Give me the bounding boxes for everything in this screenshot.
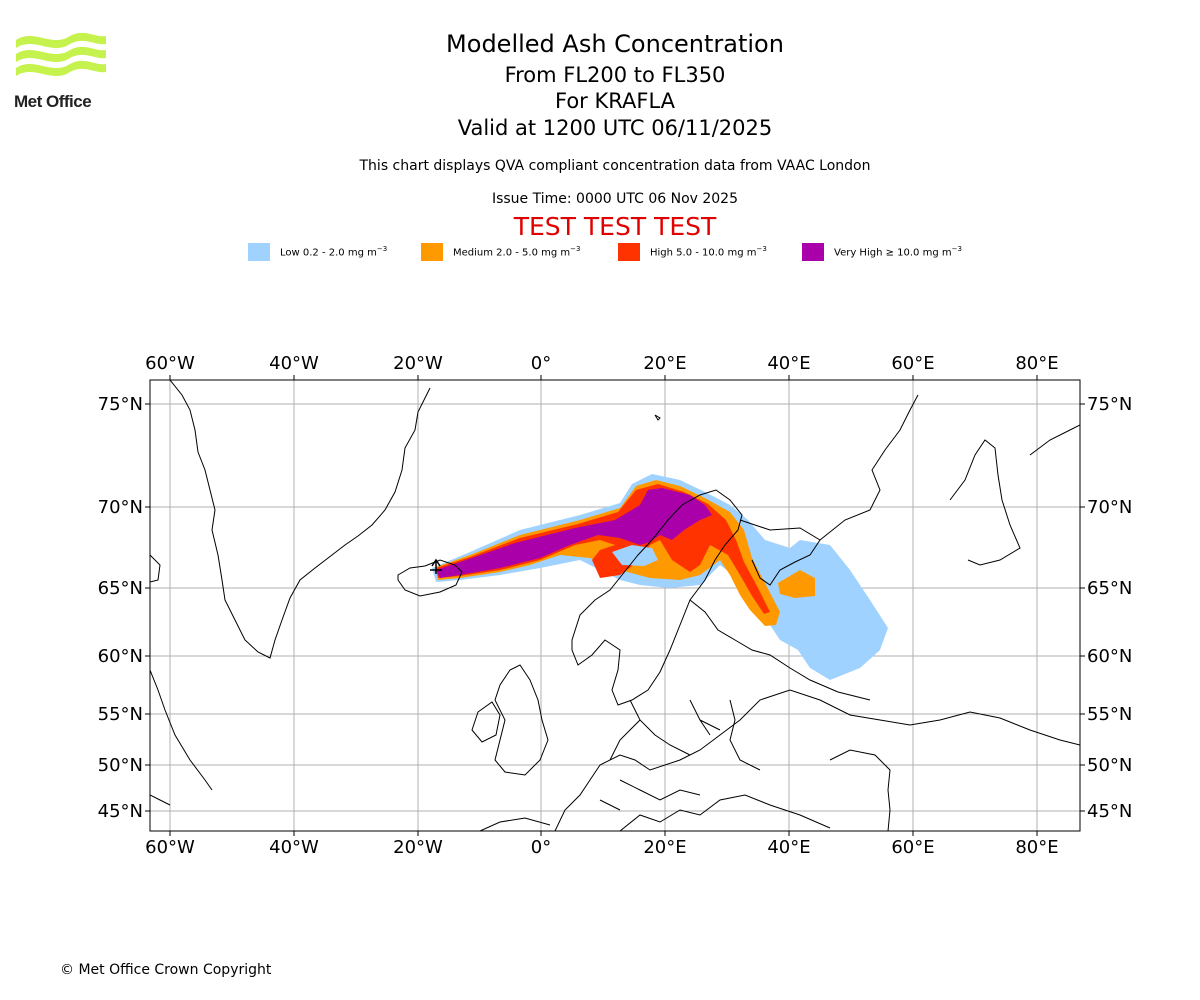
lat-label-left: 70°N — [98, 497, 143, 518]
ash-very-high-region — [436, 488, 712, 578]
lat-label-right: 55°N — [1087, 704, 1132, 725]
lat-label-left: 60°N — [98, 646, 143, 667]
legend-label-very-high: Very High ≥ 10.0 mg m−3 — [834, 245, 962, 259]
lat-label-right: 70°N — [1087, 497, 1132, 518]
lat-label-left: 55°N — [98, 704, 143, 725]
lat-label-right: 60°N — [1087, 646, 1132, 667]
lon-label-bottom: 60°E — [891, 837, 934, 858]
legend-item-low: Low 0.2 - 2.0 mg m−3 — [248, 243, 387, 261]
legend-swatch-very-high — [802, 243, 824, 261]
lon-label-bottom: 20°W — [393, 837, 443, 858]
lon-label-bottom: 20°E — [643, 837, 686, 858]
copyright-notice: © Met Office Crown Copyright — [60, 962, 272, 978]
chart-title: Modelled Ash Concentration — [446, 30, 784, 58]
legend-label-low: Low 0.2 - 2.0 mg m−3 — [280, 245, 388, 259]
lat-label-left: 75°N — [98, 394, 143, 415]
legend-swatch-high — [618, 243, 640, 261]
valid-time: Valid at 1200 UTC 06/11/2025 — [457, 116, 773, 140]
lat-label-right: 65°N — [1087, 578, 1132, 599]
compliance-note: This chart displays QVA compliant concen… — [359, 158, 871, 174]
lon-label-top: 40°E — [767, 353, 810, 374]
legend-swatch-medium — [421, 243, 443, 261]
logo-text: Met Office — [14, 92, 92, 111]
lat-label-left: 50°N — [98, 755, 143, 776]
lat-label-left: 65°N — [98, 578, 143, 599]
lon-label-top: 20°E — [643, 353, 686, 374]
flight-level-range: From FL200 to FL350 — [504, 63, 726, 87]
legend-item-high: High 5.0 - 10.0 mg m−3 — [618, 243, 767, 261]
lon-label-top: 60°E — [891, 353, 934, 374]
issue-time: Issue Time: 0000 UTC 06 Nov 2025 — [491, 191, 739, 207]
volcano-marker-icon — [430, 558, 442, 574]
lon-label-top: 20°W — [393, 353, 443, 374]
lat-label-left: 45°N — [98, 801, 143, 822]
coastlines — [150, 380, 1080, 831]
lon-label-bottom: 40°E — [767, 837, 810, 858]
lat-label-right: 50°N — [1087, 755, 1132, 776]
legend-label-medium: Medium 2.0 - 5.0 mg m−3 — [453, 245, 581, 259]
met-office-logo: Met Office — [14, 30, 108, 112]
lon-label-bottom: 40°W — [269, 837, 319, 858]
graticule — [150, 380, 1080, 831]
lat-label-right: 75°N — [1087, 394, 1132, 415]
lon-label-top: 80°E — [1015, 353, 1058, 374]
legend-item-very-high: Very High ≥ 10.0 mg m−3 — [802, 243, 962, 261]
legend-label-high: High 5.0 - 10.0 mg m−3 — [650, 245, 767, 259]
lon-label-bottom: 80°E — [1015, 837, 1058, 858]
lon-label-top: 0° — [531, 353, 551, 374]
lon-label-top: 40°W — [269, 353, 319, 374]
lon-label-bottom: 60°W — [145, 837, 195, 858]
legend-swatch-low — [248, 243, 270, 261]
test-banner: TEST TEST TEST — [513, 212, 717, 241]
lon-label-bottom: 0° — [531, 837, 551, 858]
lon-label-top: 60°W — [145, 353, 195, 374]
lat-label-right: 45°N — [1087, 801, 1132, 822]
met-office-waves-icon — [16, 32, 106, 76]
map-frame — [149, 379, 1081, 832]
volcano-name: For KRAFLA — [555, 89, 675, 113]
legend-item-medium: Medium 2.0 - 5.0 mg m−3 — [421, 243, 580, 261]
